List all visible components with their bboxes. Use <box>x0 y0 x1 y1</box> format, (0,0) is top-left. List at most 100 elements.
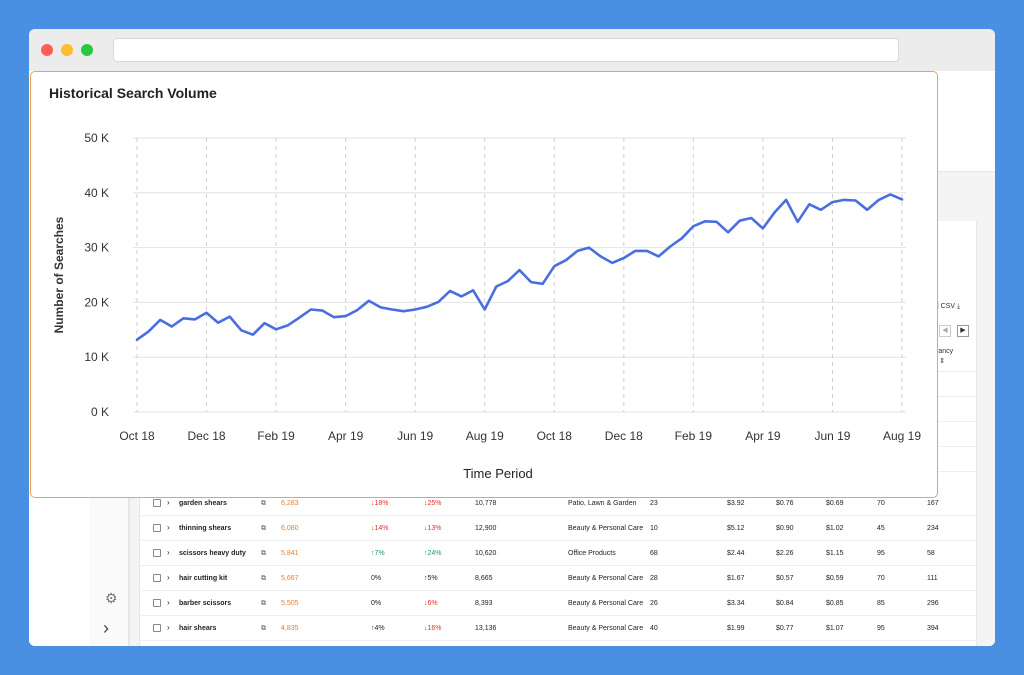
trend-cell: ↓18% <box>371 500 389 507</box>
table-row[interactable]: › scissors heavy duty ⧉ 5,841 ↑7% ↑24% 10,620 O… <box>139 541 977 566</box>
row-checkbox[interactable] <box>153 549 161 557</box>
competition-cell: 40 <box>650 625 658 632</box>
row-checkbox[interactable] <box>153 599 161 607</box>
trend-cell: ↓6% <box>424 600 438 607</box>
keyword-cell: thinning shears <box>179 525 232 532</box>
external-link-icon[interactable]: ⧉ <box>261 525 266 532</box>
trend-cell: ↓13% <box>424 525 442 532</box>
trend-cell: ↓25% <box>424 500 442 507</box>
prev-page-button[interactable]: ◀ <box>939 325 951 337</box>
trend-cell: ↑5% <box>424 575 438 582</box>
download-csv-link[interactable]: oad CSV ⤓ <box>927 303 960 311</box>
y-tick-label: 10 K <box>84 350 109 364</box>
trend-cell: ↑7% <box>371 550 385 557</box>
expand-row-icon[interactable]: › <box>167 548 170 557</box>
x-tick-label: Aug 19 <box>466 429 504 443</box>
search-volume-cell: 5,505 <box>281 600 299 607</box>
price-cell: $2.44 <box>727 550 745 557</box>
trend-cell: ↓14% <box>371 525 389 532</box>
row-checkbox[interactable] <box>153 499 161 507</box>
count-cell: 58 <box>927 550 935 557</box>
search-volume-line <box>135 193 904 342</box>
row-checkbox[interactable] <box>153 574 161 582</box>
historical-search-volume-card: Historical Search Volume 0 K 10 K 20 K 30 K… <box>30 71 938 498</box>
price-cell: $0.85 <box>826 600 844 607</box>
price-cell: $5.12 <box>727 525 745 532</box>
price-cell: $3.34 <box>727 600 745 607</box>
price-cell: $0.77 <box>776 625 794 632</box>
category-cell: Patio, Lawn & Garden <box>568 500 637 507</box>
maximize-window-button[interactable] <box>81 44 93 56</box>
price-cell: $1.99 <box>727 625 745 632</box>
searches-cell: 8,393 <box>475 600 493 607</box>
price-cell: $0.57 <box>776 575 794 582</box>
y-tick-label: 0 K <box>91 405 109 419</box>
x-tick-label: Apr 19 <box>745 429 781 443</box>
price-cell: $2.26 <box>776 550 794 557</box>
searches-cell: 10,620 <box>475 550 497 557</box>
score-cell: 70 <box>877 575 885 582</box>
row-divider <box>927 371 977 372</box>
x-tick-label: Aug 19 <box>883 429 921 443</box>
download-icon: ⤓ <box>956 303 961 310</box>
category-cell: Office Products <box>568 550 616 557</box>
external-link-icon[interactable]: ⧉ <box>261 550 266 557</box>
expand-row-icon[interactable]: › <box>167 523 170 532</box>
y-tick-label: 30 K <box>84 241 109 255</box>
expand-row-icon[interactable]: › <box>167 498 170 507</box>
external-link-icon[interactable]: ⧉ <box>261 575 266 582</box>
external-link-icon[interactable]: ⧉ <box>261 625 266 632</box>
price-cell: $0.69 <box>826 500 844 507</box>
price-cell: $0.84 <box>776 600 794 607</box>
table-row[interactable]: › barber scissors ⧉ 5,505 0% ↓6% 8,393 Beauty &… <box>139 591 977 616</box>
price-cell: $3.92 <box>727 500 745 507</box>
row-checkbox[interactable] <box>153 624 161 632</box>
gear-icon[interactable]: ⚙ <box>105 590 118 606</box>
address-bar[interactable] <box>113 38 899 62</box>
next-page-button[interactable]: ▶ <box>957 325 969 337</box>
score-cell: 95 <box>877 550 885 557</box>
external-link-icon[interactable]: ⧉ <box>261 600 266 607</box>
search-volume-cell: 6,283 <box>281 500 299 507</box>
expand-row-icon[interactable]: › <box>167 598 170 607</box>
x-tick-label: Jun 19 <box>397 429 433 443</box>
x-axis-label: Time Period <box>463 466 533 481</box>
search-volume-cell: 6,080 <box>281 525 299 532</box>
x-tick-label: Jun 19 <box>814 429 850 443</box>
price-cell: $0.90 <box>776 525 794 532</box>
searches-cell: 12,900 <box>475 525 497 532</box>
table-row[interactable]: › garden shears ⧉ 6,283 ↓18% ↓25% 10,778 Patio,… <box>139 491 977 516</box>
chart-title: Historical Search Volume <box>49 85 217 101</box>
searches-cell: 10,778 <box>475 500 497 507</box>
close-window-button[interactable] <box>41 44 53 56</box>
trend-cell: ↑4% <box>371 625 385 632</box>
y-tick-label: 50 K <box>84 131 109 145</box>
table-row[interactable]: › hair shears ⧉ 4,835 ↑4% ↓16% 13,136 Beauty & … <box>139 616 977 641</box>
title-bar <box>29 29 995 71</box>
category-cell: Beauty & Personal Care <box>568 525 644 532</box>
expand-row-icon[interactable]: › <box>167 623 170 632</box>
chevron-right-icon[interactable]: › <box>103 618 109 638</box>
search-volume-cell: 4,835 <box>281 625 299 632</box>
searches-cell: 8,665 <box>475 575 493 582</box>
minimize-window-button[interactable] <box>61 44 73 56</box>
expand-row-icon[interactable]: › <box>167 573 170 582</box>
row-divider <box>927 421 977 422</box>
keyword-cell: hair cutting kit <box>179 575 228 582</box>
row-divider <box>927 471 977 472</box>
row-checkbox[interactable] <box>153 524 161 532</box>
row-divider <box>927 396 977 397</box>
price-cell: $1.15 <box>826 550 844 557</box>
search-volume-cell: 5,667 <box>281 575 299 582</box>
trend-cell: ↑24% <box>424 550 442 557</box>
count-cell: 394 <box>927 625 939 632</box>
external-link-icon[interactable]: ⧉ <box>261 500 266 507</box>
category-cell: Beauty & Personal Care <box>568 575 644 582</box>
category-cell: Beauty & Personal Care <box>568 625 644 632</box>
score-cell: 45 <box>877 525 885 532</box>
table-row[interactable]: › hair cutting kit ⧉ 5,667 0% ↑5% 8,665 Beauty … <box>139 566 977 591</box>
table-row[interactable]: › thinning shears ⧉ 6,080 ↓14% ↓13% 12,900 Beau… <box>139 516 977 541</box>
score-cell: 95 <box>877 625 885 632</box>
competition-cell: 28 <box>650 575 658 582</box>
x-tick-label: Dec 18 <box>188 429 226 443</box>
